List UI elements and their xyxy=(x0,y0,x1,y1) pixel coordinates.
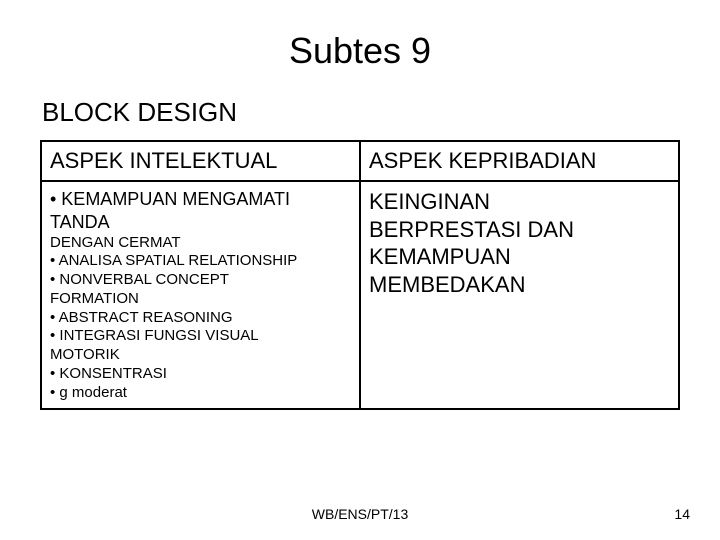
content-table: ASPEK INTELEKTUAL ASPEK KEPRIBADIAN • KE… xyxy=(40,140,680,410)
slide-title: Subtes 9 xyxy=(40,30,680,72)
header-cell-right: ASPEK KEPRIBADIAN xyxy=(360,141,679,181)
left-line: • g moderat xyxy=(50,384,127,401)
slide-subtitle: BLOCK DESIGN xyxy=(42,97,680,128)
left-line: • KONSENTRASI xyxy=(50,365,167,382)
left-line: DENGAN CERMAT xyxy=(50,234,181,251)
left-line: • KEMAMPUAN MENGAMATI TANDA xyxy=(50,189,290,232)
left-line: • NONVERBAL CONCEPT xyxy=(50,271,229,288)
footer-text: WB/ENS/PT/13 xyxy=(0,506,720,522)
left-line: FORMATION xyxy=(50,290,139,307)
header-cell-left: ASPEK INTELEKTUAL xyxy=(41,141,360,181)
table-body-row: • KEMAMPUAN MENGAMATI TANDA DENGAN CERMA… xyxy=(41,181,679,409)
left-line: MOTORIK xyxy=(50,346,120,363)
page-number: 14 xyxy=(674,506,690,522)
table-header-row: ASPEK INTELEKTUAL ASPEK KEPRIBADIAN xyxy=(41,141,679,181)
right-line: BERPRESTASI DAN xyxy=(369,217,574,242)
left-line: • ABSTRACT REASONING xyxy=(50,309,233,326)
right-line: KEINGINAN xyxy=(369,189,490,214)
right-line: KEMAMPUAN xyxy=(369,244,511,269)
slide: Subtes 9 BLOCK DESIGN ASPEK INTELEKTUAL … xyxy=(0,0,720,540)
right-line: MEMBEDAKAN xyxy=(369,272,525,297)
body-cell-right: KEINGINAN BERPRESTASI DAN KEMAMPUAN MEMB… xyxy=(360,181,679,409)
left-line: • ANALISA SPATIAL RELATIONSHIP xyxy=(50,252,297,269)
body-cell-left: • KEMAMPUAN MENGAMATI TANDA DENGAN CERMA… xyxy=(41,181,360,409)
left-line: • INTEGRASI FUNGSI VISUAL xyxy=(50,327,259,344)
